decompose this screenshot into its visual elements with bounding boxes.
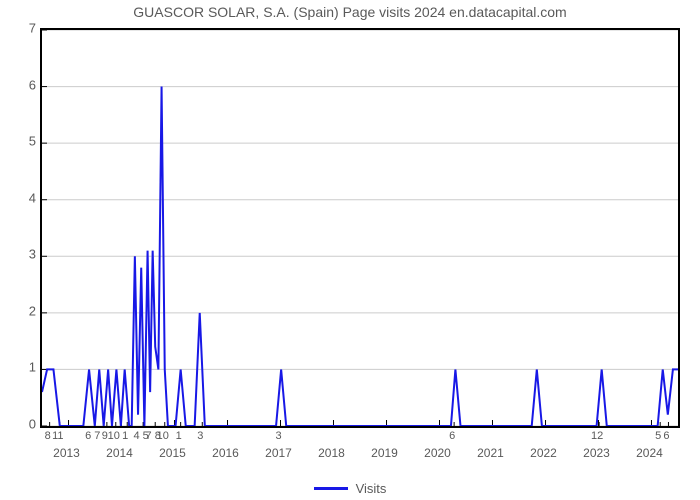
chart-title: GUASCOR SOLAR, S.A. (Spain) Page visits … — [0, 4, 700, 20]
x-year-label: 2016 — [212, 446, 239, 460]
x-minor-label: 10 — [108, 430, 120, 442]
legend-item-visits: Visits — [314, 481, 387, 496]
x-minor-label: 6 — [663, 430, 669, 442]
x-year-label: 2023 — [583, 446, 610, 460]
x-minor-label: 12 — [591, 430, 603, 442]
visits-chart: GUASCOR SOLAR, S.A. (Spain) Page visits … — [0, 0, 700, 500]
x-minor-label: 6 — [449, 430, 455, 442]
y-tick-label: 6 — [6, 77, 36, 92]
x-minor-label: 1 — [122, 430, 128, 442]
y-tick-label: 1 — [6, 360, 36, 375]
y-tick-label: 2 — [6, 303, 36, 318]
y-tick-label: 0 — [6, 417, 36, 432]
legend: Visits — [0, 477, 700, 496]
x-year-label: 2022 — [530, 446, 557, 460]
x-year-label: 2019 — [371, 446, 398, 460]
y-tick-label: 3 — [6, 247, 36, 262]
x-year-label: 2014 — [106, 446, 133, 460]
x-year-label: 2015 — [159, 446, 186, 460]
x-minor-label: 5 — [655, 430, 661, 442]
y-tick-label: 4 — [6, 190, 36, 205]
legend-label: Visits — [356, 481, 387, 496]
x-year-label: 2017 — [265, 446, 292, 460]
legend-swatch — [314, 487, 348, 490]
plot-area — [40, 28, 680, 428]
x-minor-label: 8 — [45, 430, 51, 442]
x-minor-label: 6 7 — [85, 430, 100, 442]
y-tick-label: 5 — [6, 134, 36, 149]
x-minor-label: 3 — [197, 430, 203, 442]
x-minor-label: 11 — [52, 430, 63, 442]
x-year-label: 2024 — [636, 446, 663, 460]
x-minor-label: 1 — [176, 430, 182, 442]
x-year-label: 2021 — [477, 446, 504, 460]
x-minor-label: 3 — [275, 430, 281, 442]
line-layer — [42, 30, 678, 426]
x-minor-label: 10 — [157, 430, 169, 442]
x-year-label: 2018 — [318, 446, 345, 460]
y-tick-label: 7 — [6, 21, 36, 36]
x-year-label: 2013 — [53, 446, 80, 460]
x-year-label: 2020 — [424, 446, 451, 460]
